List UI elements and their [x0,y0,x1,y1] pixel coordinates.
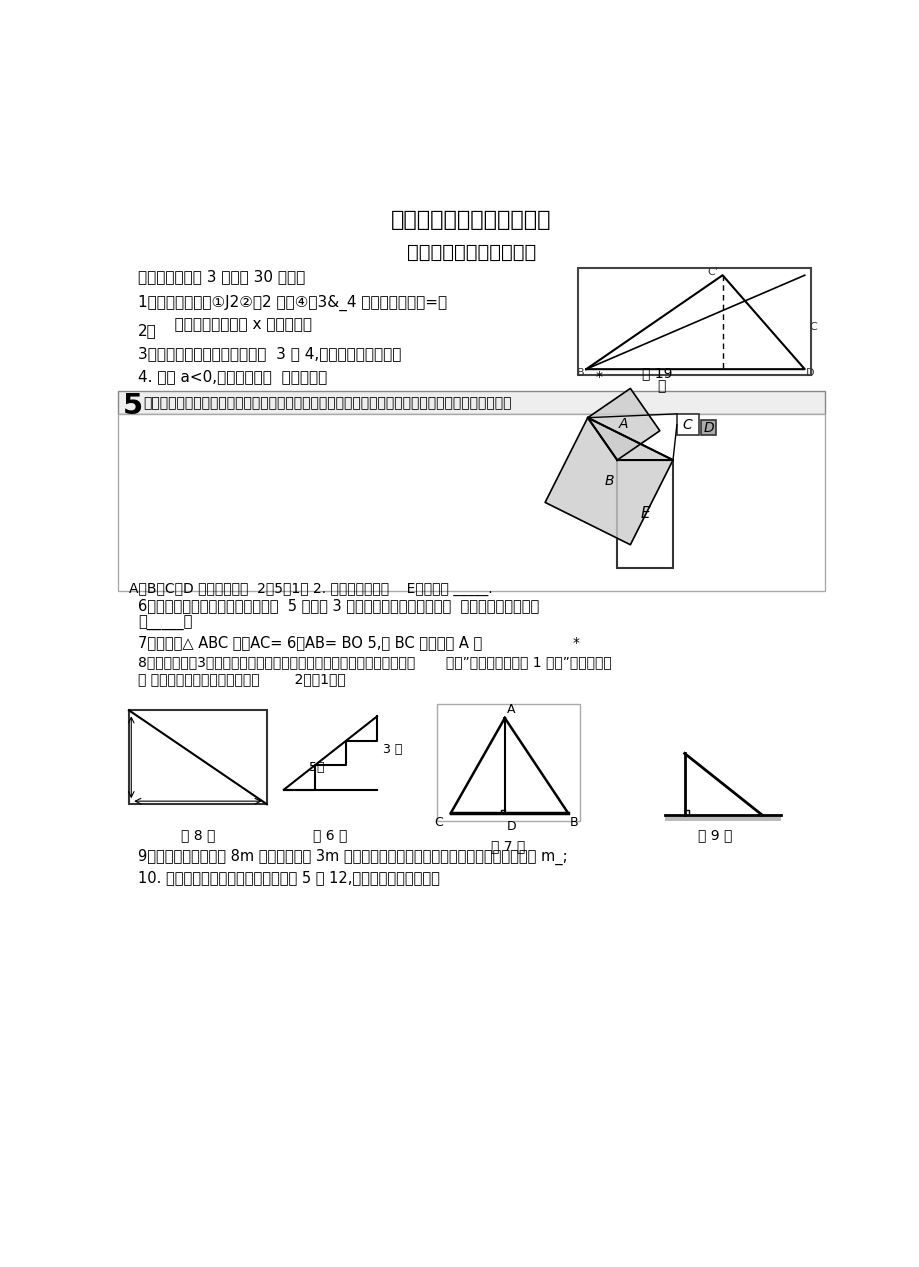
Text: 10. 若直角三角形的两条直角边分别是 5 和 12,则它的斜边上的高为。: 10. 若直角三角形的两条直角边分别是 5 和 12,则它的斜边上的高为。 [138,870,439,886]
Polygon shape [587,389,659,460]
Text: 如图是一株美丽的勾股树，其中所有的四边形都是正方形，所有的三角形都是直角三角形，若正方形: 如图是一株美丽的勾股树，其中所有的四边形都是正方形，所有的三角形都是直角三角形，… [142,397,511,411]
Text: 第 7 题: 第 7 题 [491,839,525,853]
Bar [676,414,698,436]
Text: 八年级数学下册第一次月考: 八年级数学下册第一次月考 [391,210,551,229]
Text: 了 步路，却踩伤了花草。（假设        2步为1米）: 了 步路，却踩伤了花草。（假设 2步为1米） [138,673,346,687]
Text: C: C [682,418,692,432]
Text: 第 9 题: 第 9 题 [698,829,732,843]
Text: B: B [569,816,578,829]
Text: 3、有一个直角三角形的两边是  3 和 4,则此三角形的周长为: 3、有一个直角三角形的两边是 3 和 4,则此三角形的周长为 [138,346,402,361]
Text: 题: 题 [657,379,665,393]
Text: D: D [805,367,814,378]
Bar [437,704,579,821]
Text: 2、: 2、 [138,323,157,338]
Text: C: C [809,322,816,332]
Text: （十六、十七章测试题）: （十六、十七章测试题） [406,243,536,262]
Bar [617,460,673,568]
Text: 3 米: 3 米 [382,744,403,756]
Text: 第 19: 第 19 [641,366,672,380]
Text: C: C [434,816,442,829]
Text: D: D [505,820,516,832]
Text: E: E [640,507,649,522]
Text: 要_____米: 要_____米 [138,616,192,631]
Text: A: A [618,417,628,431]
Polygon shape [545,418,673,545]
Text: 第 8 题: 第 8 题 [180,829,215,843]
Bar [118,414,824,590]
Text: B: B [604,474,613,488]
Bar [700,419,716,436]
Text: 4. 已知 a<0,化简二次根式  后的结果是: 4. 已知 a<0,化简二次根式 后的结果是 [138,369,327,384]
Text: B: B [576,367,584,378]
Text: 5米: 5米 [309,761,323,774]
Bar [664,815,780,821]
Text: 1、化简与计算：①J2②（2 拘之④）3&_4 指（填「、）或=）: 1、化简与计算：①J2②（2 拘之④）3&_4 指（填「、）或=） [138,294,447,310]
Text: 5: 5 [122,393,142,421]
Text: 8、如图，如图3所示，学校有一块长方形花圃，有极少数人为避开拐角走       捷径”，在花圃内走出 1 条路”他们仅少走: 8、如图，如图3所示，学校有一块长方形花圃，有极少数人为避开拐角走 捷径”，在花… [138,655,611,670]
Text: 7、如图，△ ABC 中，AC= 6，AB= BO 5,则 BC 边上的高 A 况: 7、如图，△ ABC 中，AC= 6，AB= BO 5,则 BC 边上的高 A … [138,636,482,650]
Text: *: * [572,636,579,650]
Text: C': C' [707,267,718,276]
Text: 第 6 题: 第 6 题 [313,829,347,843]
Text: D: D [702,421,713,435]
Bar [129,711,267,805]
Bar [578,267,810,375]
Text: *: * [595,370,602,384]
Text: A: A [506,703,515,716]
Text: A、B、C、D 的面积分别为  2、5、1、 2. 则最大的正方形    E的面积是 _____.: A、B、C、D 的面积分别为 2、5、1、 2. 则最大的正方形 E的面积是 _… [129,582,501,595]
Text: 、填空题（每题 3 分，共 30 分。）: 、填空题（每题 3 分，共 30 分。） [138,269,305,284]
Text: 6、如图为某楼梯，测得楼梯的长为  5 米，高 3 米，计划在楼梯表面铺地毯  ，地毯的长度至少需: 6、如图为某楼梯，测得楼梯的长为 5 米，高 3 米，计划在楼梯表面铺地毯 ，地… [138,598,539,613]
Text: 使式子会有意义的 x 取値范围是: 使式子会有意义的 x 取値范围是 [160,317,312,332]
Bar [118,390,824,414]
Text: 9、如图，已知一根长 8m 的竹杆在离地 3m 处断裂，竹杆顶部抜着地面，此时，顶部距底部有 m_;: 9、如图，已知一根长 8m 的竹杆在离地 3m 处断裂，竹杆顶部抜着地面，此时，… [138,849,567,865]
